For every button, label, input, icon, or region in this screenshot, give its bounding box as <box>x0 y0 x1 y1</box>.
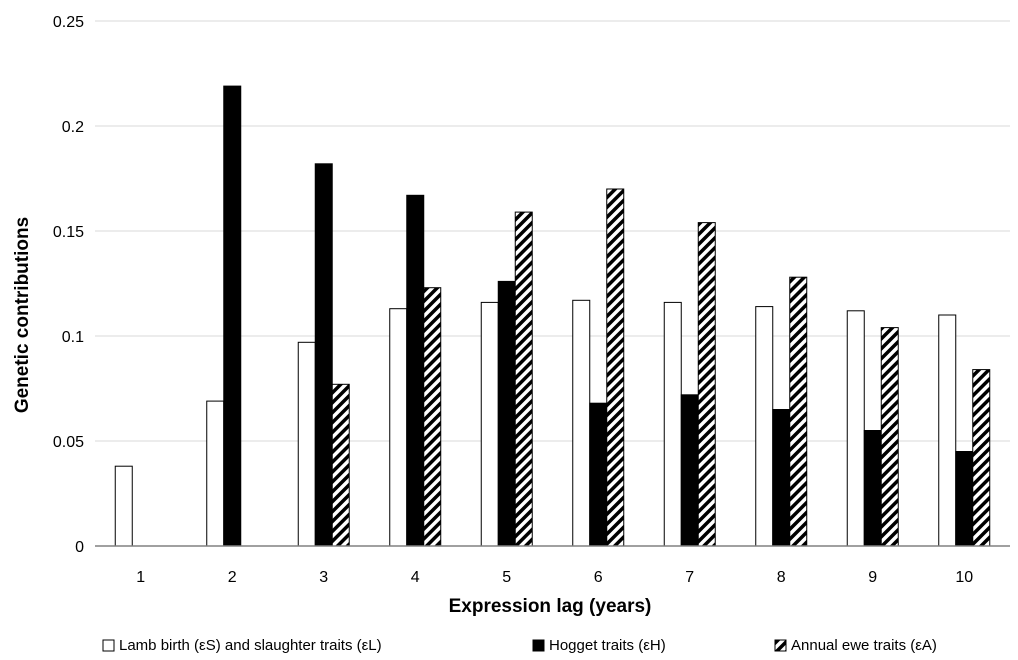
x-axis-title: Expression lag (years) <box>449 596 652 617</box>
bar-white-4 <box>389 308 408 547</box>
tick-labels: 0 0.05 0.1 0.15 0.2 0.25 1 2 3 4 5 6 7 8 9 10 <box>53 14 973 586</box>
legend-swatch-annual-ewe <box>774 639 787 652</box>
legend: Lamb birth (εS) and slaughter traits (εL… <box>102 637 937 654</box>
x-tick-label: 7 <box>685 569 694 586</box>
y-tick-label: 0.15 <box>53 224 84 241</box>
bar-black-9 <box>863 430 882 547</box>
x-tick-label: 4 <box>411 569 420 586</box>
legend-swatch-lamb <box>102 639 115 652</box>
bar-white-3 <box>297 341 316 547</box>
bar-black-3 <box>314 163 333 547</box>
bar-white-6 <box>572 299 591 547</box>
legend-label-lamb: Lamb birth (εS) and slaughter traits (εL… <box>119 637 382 654</box>
bar-hatched-9 <box>880 327 899 547</box>
x-tick-label: 2 <box>228 569 237 586</box>
x-tick-label: 9 <box>868 569 877 586</box>
legend-label-hogget: Hogget traits (εH) <box>549 637 666 654</box>
legend-swatch-hogget <box>532 639 545 652</box>
x-tick-label: 10 <box>955 569 973 586</box>
bar-hatched-10 <box>972 369 991 547</box>
x-tick-label: 8 <box>777 569 786 586</box>
bar-hatched-4 <box>423 287 442 547</box>
bar-hatched-3 <box>331 383 350 547</box>
bar-white-8 <box>755 306 774 547</box>
bar-white-1 <box>114 465 133 547</box>
y-axis-title: Genetic contributions <box>12 217 33 413</box>
bar-white-2 <box>206 400 225 547</box>
bar-black-7 <box>680 394 699 547</box>
legend-label-annual-ewe: Annual ewe traits (εA) <box>791 637 937 654</box>
bar-black-2 <box>223 85 242 547</box>
y-tick-label: 0.05 <box>53 434 84 451</box>
bar-white-7 <box>663 301 682 547</box>
bar-black-8 <box>772 409 791 547</box>
y-tick-label: 0.25 <box>53 14 84 31</box>
bar-black-4 <box>406 194 425 547</box>
bar-black-6 <box>589 402 608 547</box>
bar-black-5 <box>497 280 516 547</box>
bar-white-10 <box>938 314 957 547</box>
y-tick-label: 0 <box>75 539 84 556</box>
bar-hatched-7 <box>697 222 716 547</box>
bar-white-9 <box>846 310 865 547</box>
x-tick-label: 5 <box>502 569 511 586</box>
bar-hatched-8 <box>789 276 808 547</box>
x-tick-label: 1 <box>136 569 145 586</box>
bar-white-5 <box>480 301 499 547</box>
bars <box>114 85 991 547</box>
bar-black-10 <box>955 451 974 547</box>
bar-hatched-5 <box>514 211 533 547</box>
bar-hatched-6 <box>606 188 625 547</box>
y-tick-label: 0.1 <box>62 329 84 346</box>
x-tick-label: 6 <box>594 569 603 586</box>
y-tick-label: 0.2 <box>62 119 84 136</box>
x-tick-label: 3 <box>319 569 328 586</box>
